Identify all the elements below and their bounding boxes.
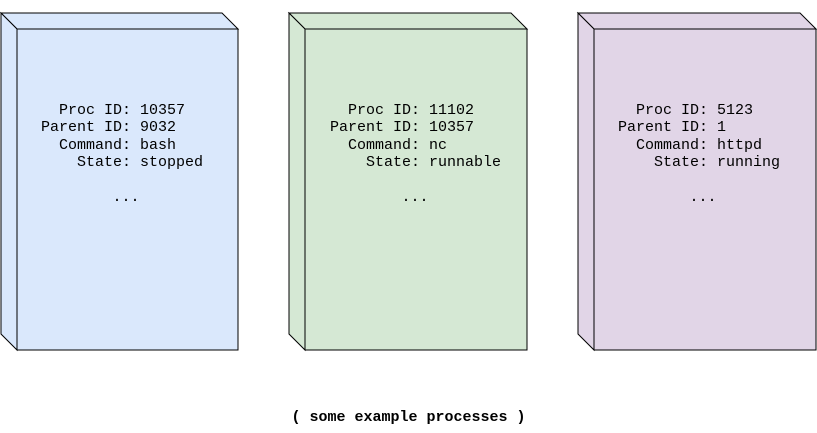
process-box-2: Proc ID: 11102 Parent ID: 10357 Command:… [287,11,529,352]
proc-id-value: 11102 [429,102,474,119]
parent-id-label: Parent ID: [41,119,131,136]
command-value: nc [429,137,447,154]
parent-id-value: 10357 [429,119,474,136]
proc-id-value: 5123 [717,102,753,119]
command-label: Command: [348,137,420,154]
command-label: Command: [636,137,708,154]
process-box-1-front [16,28,239,351]
process-box-3: Proc ID: 5123 Parent ID: 1 Command: http… [576,11,817,352]
ellipsis: ... [401,189,428,206]
parent-id-label: Parent ID: [330,119,420,136]
process-box-2-front [304,28,528,351]
state-label: State: [77,154,131,171]
process-box-1: Proc ID: 10357 Parent ID: 9032 Command: … [0,11,240,352]
process-box-3-side [577,11,595,352]
process-box-2-top [287,12,529,30]
state-label: State: [654,154,708,171]
command-value: httpd [717,137,762,154]
parent-id-label: Parent ID: [618,119,708,136]
process-box-3-front [593,28,817,351]
state-label: State: [366,154,420,171]
process-box-2-side [288,11,306,352]
ellipsis: ... [112,189,139,206]
diagram-caption: ( some example processes ) [291,409,526,426]
state-value: running [717,154,780,171]
parent-id-value: 1 [717,119,726,136]
process-box-1-top [0,12,240,30]
ellipsis: ... [689,189,716,206]
state-value: stopped [140,154,203,171]
command-value: bash [140,137,176,154]
state-value: runnable [429,154,501,171]
proc-id-label: Proc ID: [59,102,131,119]
proc-id-label: Proc ID: [348,102,420,119]
parent-id-value: 9032 [140,119,176,136]
process-box-3-top [576,12,817,30]
proc-id-label: Proc ID: [636,102,708,119]
process-box-1-side [0,11,18,352]
command-label: Command: [59,137,131,154]
proc-id-value: 10357 [140,102,185,119]
